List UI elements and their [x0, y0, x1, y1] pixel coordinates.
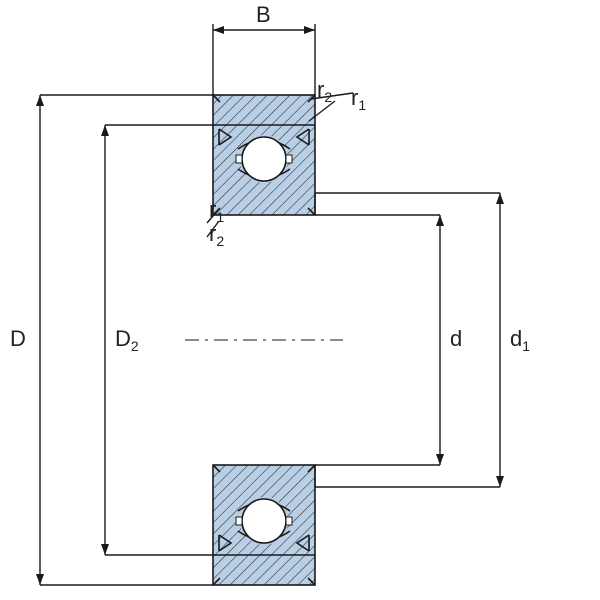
- svg-text:d: d: [450, 326, 462, 351]
- svg-text:B: B: [256, 2, 271, 27]
- svg-text:d1: d1: [510, 326, 530, 354]
- svg-text:D: D: [10, 326, 26, 351]
- svg-text:r1: r1: [351, 85, 366, 113]
- svg-text:D2: D2: [115, 326, 139, 354]
- bearing-cross-section-diagram: BDD2dd1r1r2r1r2: [0, 0, 600, 600]
- svg-text:r2: r2: [317, 77, 332, 105]
